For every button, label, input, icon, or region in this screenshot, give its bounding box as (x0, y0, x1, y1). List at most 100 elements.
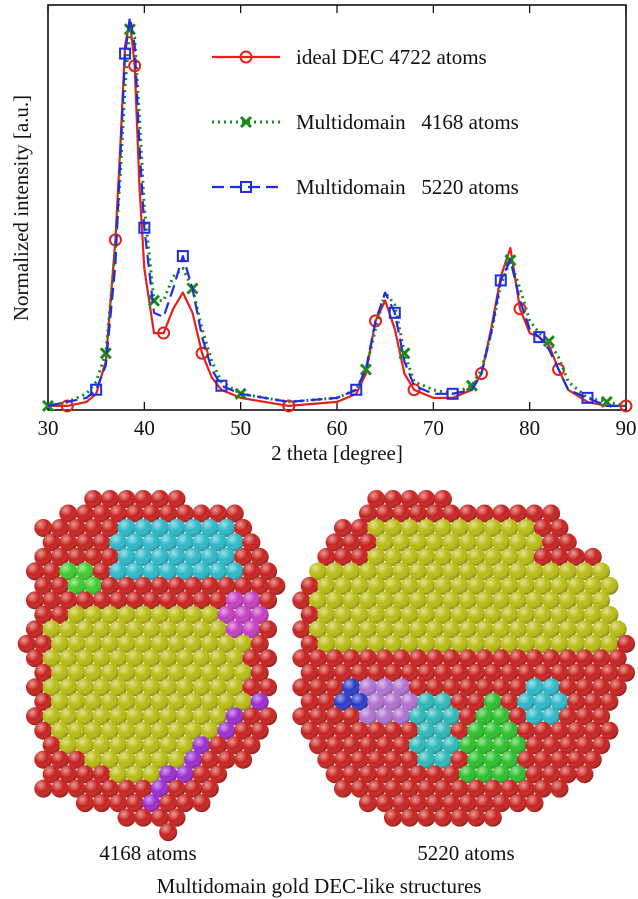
atom-shade (42, 562, 61, 581)
atom-shade (300, 634, 319, 653)
atom-shade (408, 533, 427, 552)
atom-shade (400, 808, 419, 827)
marker (90, 383, 103, 396)
marker (542, 335, 555, 348)
atom-shade (550, 779, 569, 798)
atom-shade (392, 678, 411, 697)
atom-shade (159, 533, 178, 552)
atom-shade (117, 489, 136, 508)
atom-shade (175, 765, 194, 784)
atom-shade (483, 634, 502, 653)
atom-shade (350, 750, 369, 769)
atom-shade (542, 649, 561, 668)
atom-shade (292, 620, 311, 639)
atom-shade (134, 779, 153, 798)
atom-shade (592, 736, 611, 755)
atom-shade (508, 620, 527, 639)
atom-shade (334, 750, 352, 769)
atom-shade (425, 736, 444, 755)
nanoparticle-renders (17, 489, 636, 842)
atom-shade (292, 707, 311, 726)
atom-shade (558, 678, 577, 697)
atom-shade (184, 576, 203, 595)
atom-shade (209, 533, 228, 552)
atom-shade (100, 779, 119, 798)
atom-shade (50, 750, 69, 769)
atom-shade (508, 591, 527, 610)
atom-shade (350, 779, 369, 798)
atom-shade (84, 750, 103, 769)
atom-shade (259, 707, 278, 726)
atom-shade (350, 518, 369, 537)
atom-shade (417, 779, 436, 798)
atom-shade (125, 765, 144, 784)
atom-shade (309, 707, 328, 726)
atom-shade (583, 547, 602, 566)
atom-shade (550, 663, 569, 682)
atom-shade (225, 562, 244, 581)
atom-shade (200, 547, 219, 566)
atom-shade (109, 504, 128, 523)
atom-shade (159, 765, 178, 784)
x-tick-label: 80 (519, 416, 540, 440)
atom-shade (175, 591, 194, 610)
atom-shade (550, 721, 569, 740)
atom-shade (167, 605, 186, 624)
atom-shade (367, 547, 386, 566)
atom-shade (500, 634, 519, 653)
atom-shade (75, 765, 94, 784)
atom-shade (533, 605, 552, 624)
atom-shade (317, 634, 336, 653)
atom-shade (184, 634, 203, 653)
atom-shade (84, 721, 103, 740)
atom-shade (50, 576, 69, 595)
atom-shade (184, 721, 203, 740)
atom-shade (442, 736, 461, 755)
atom-shade (25, 707, 44, 726)
atom-shade (192, 794, 211, 813)
panel-caption: 5220 atoms (417, 841, 514, 865)
atom-shade (250, 576, 269, 595)
atom-shade (150, 605, 169, 624)
atom-shade (184, 663, 203, 682)
atom-shade (309, 562, 328, 581)
atom-shade (408, 707, 427, 726)
atom-shade (483, 663, 502, 682)
atom-shade (50, 547, 69, 566)
atom-shade (200, 605, 219, 624)
atom-shade (542, 562, 561, 581)
atom-shade (508, 736, 527, 755)
atom-shade (467, 576, 486, 595)
atom-shade (67, 605, 86, 624)
atom-shade (425, 620, 444, 639)
atom-shade (134, 518, 153, 537)
atom-shade (209, 765, 228, 784)
atom-shade (450, 605, 469, 624)
atom-shade (442, 591, 461, 610)
atom-shade (25, 620, 44, 639)
atom-shade (433, 692, 452, 711)
marker (157, 326, 171, 340)
atom-shade (458, 736, 477, 755)
atom-shade (75, 678, 94, 697)
atom-shade (458, 649, 477, 668)
atom-shade (342, 736, 361, 755)
atom-shade (200, 779, 219, 798)
atom-shade (325, 562, 344, 581)
atom-shade (34, 547, 53, 566)
atom-shade (533, 518, 552, 537)
atom-shade (134, 721, 153, 740)
atom-shade (500, 692, 519, 711)
atom-shade (92, 620, 111, 639)
atom-shade (433, 547, 452, 566)
atom-shade (100, 489, 119, 508)
atom-shade (558, 736, 577, 755)
atom-shade (142, 562, 161, 581)
atom-shade (517, 692, 536, 711)
atom-shade (350, 576, 369, 595)
atom-shade (242, 649, 261, 668)
atom-shade (583, 634, 602, 653)
atom-shade (458, 765, 477, 784)
atom-shade (192, 736, 211, 755)
